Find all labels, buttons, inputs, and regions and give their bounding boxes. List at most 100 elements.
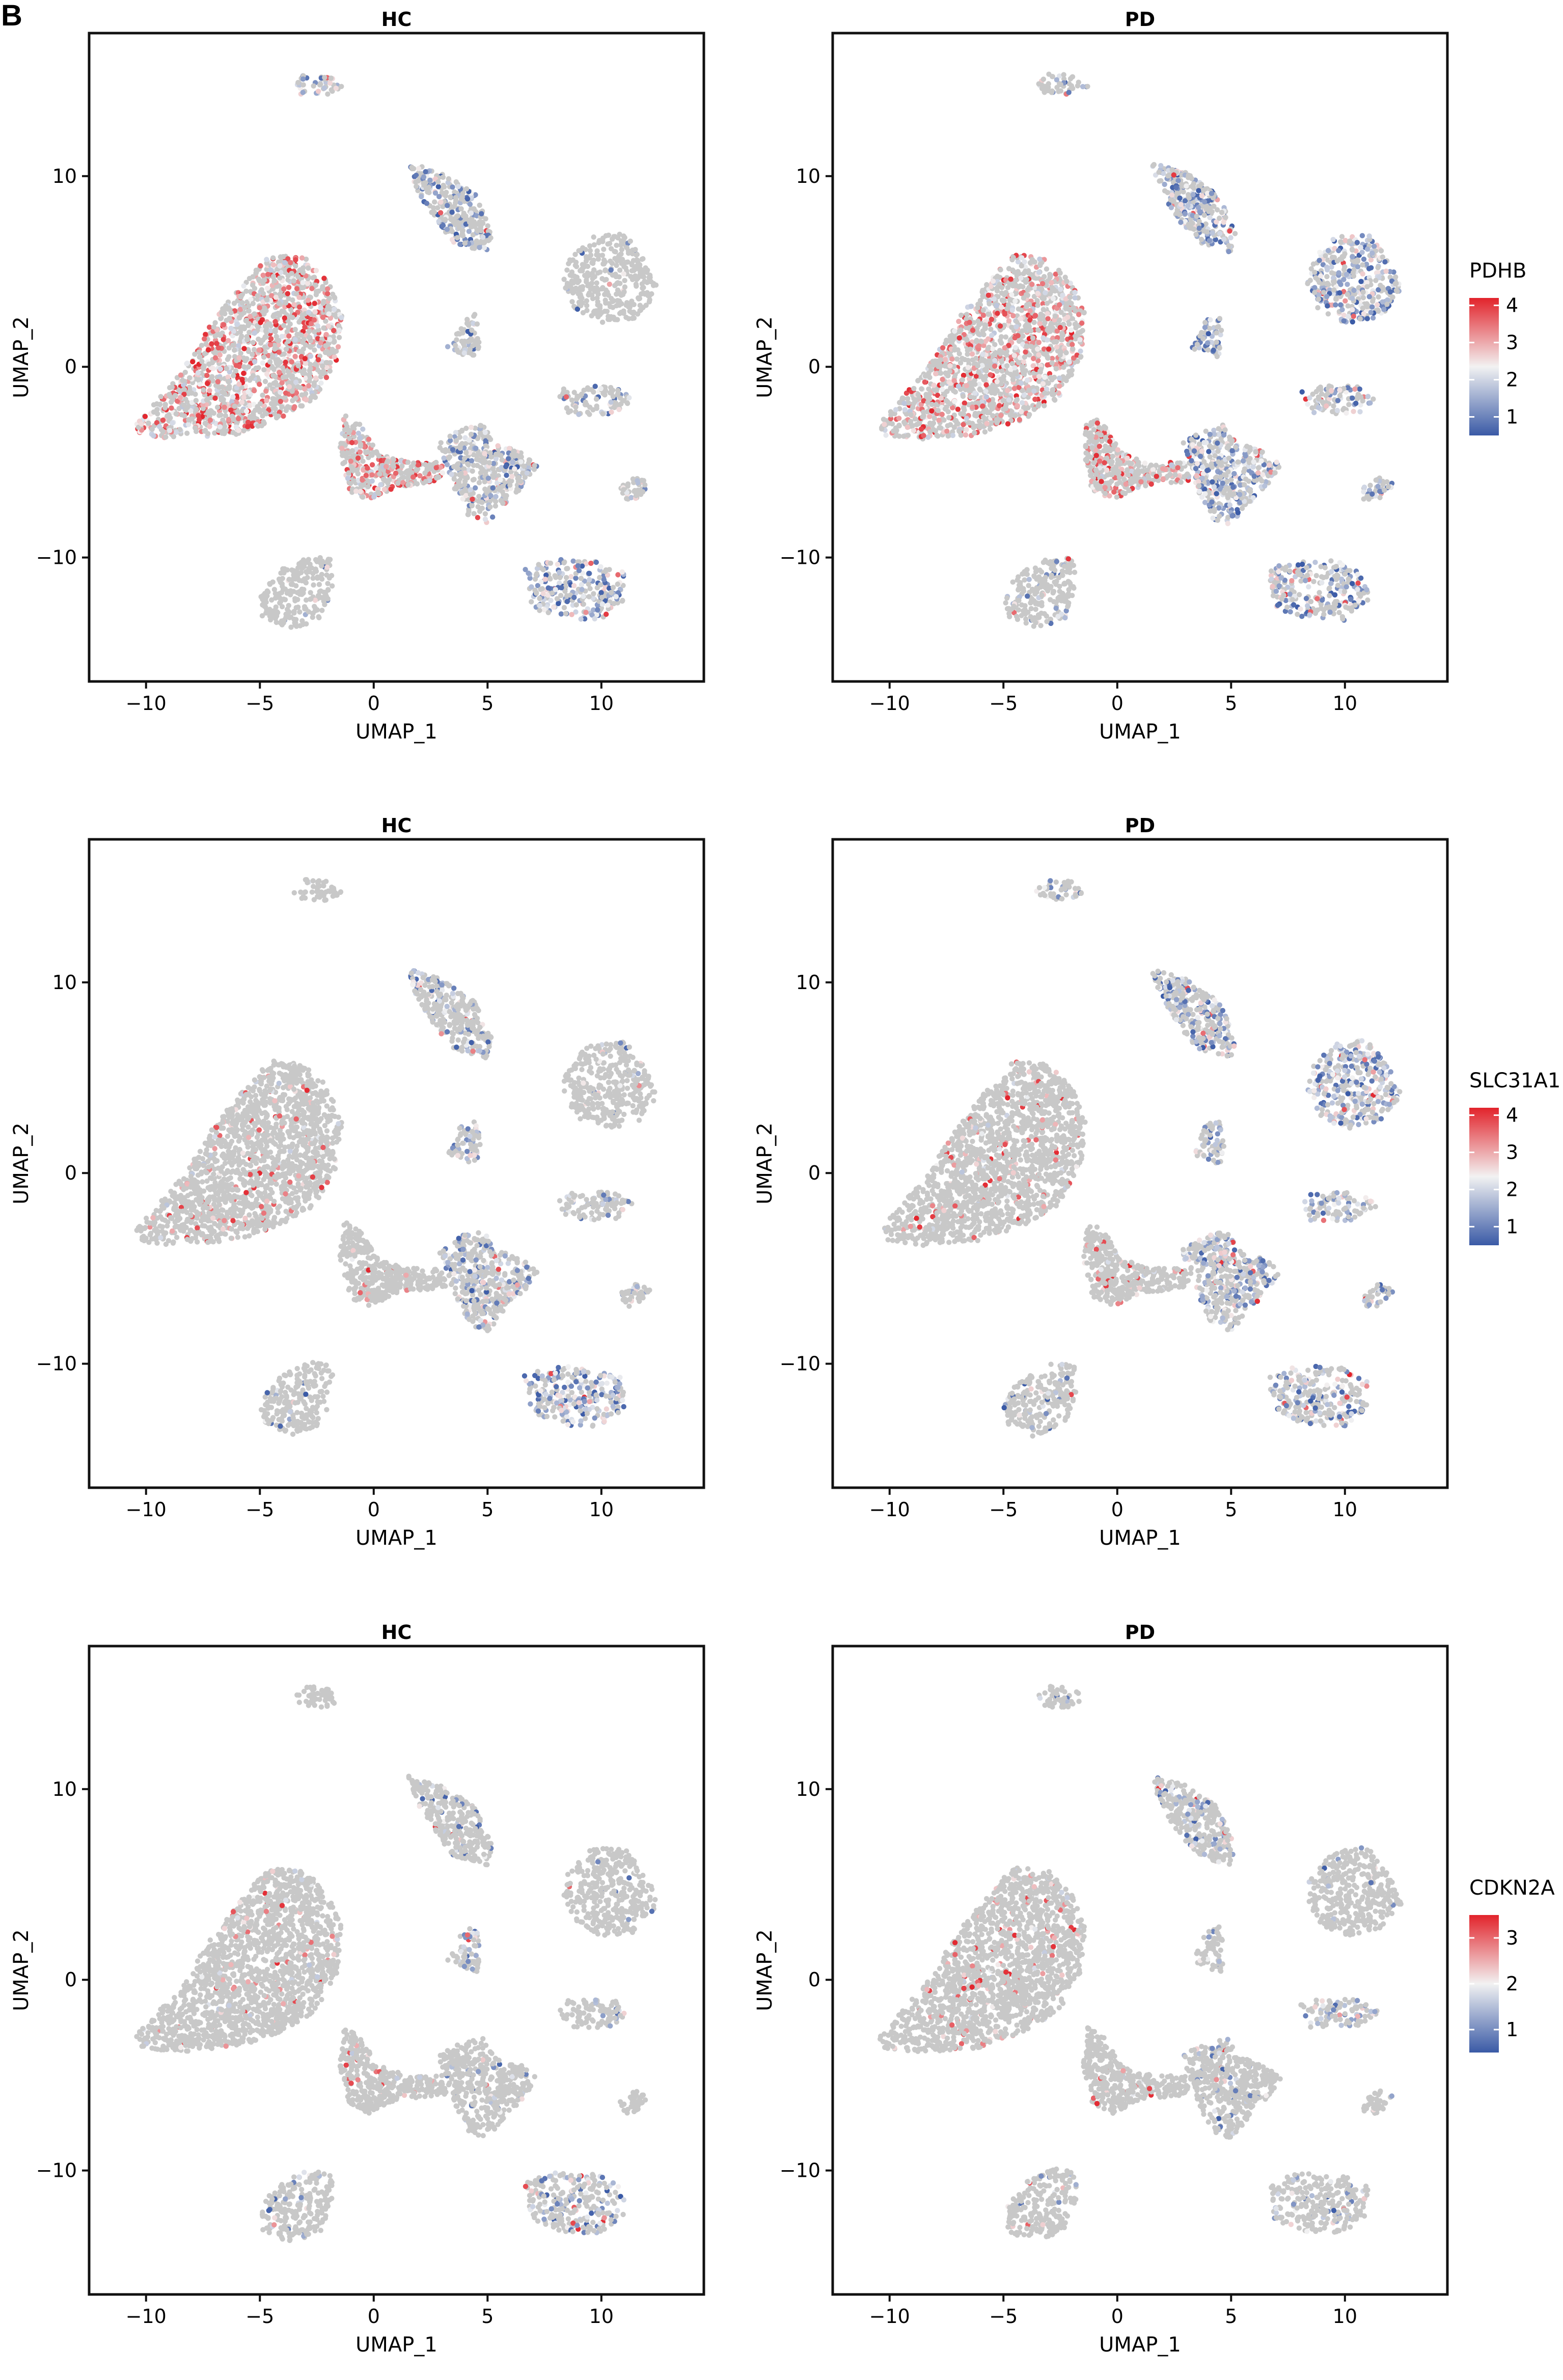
cell-point bbox=[486, 237, 492, 243]
cell-point bbox=[569, 269, 575, 275]
cell-point bbox=[300, 76, 306, 82]
cell-point bbox=[976, 343, 982, 348]
cell-point bbox=[651, 281, 656, 286]
cell-point bbox=[523, 567, 528, 572]
cell-point bbox=[939, 412, 945, 417]
cell-point bbox=[883, 432, 889, 438]
y-tick-label: 10 bbox=[52, 165, 77, 187]
cell-point bbox=[611, 600, 617, 607]
cell-point bbox=[1005, 421, 1011, 427]
cell-point bbox=[640, 285, 645, 291]
cell-point bbox=[270, 373, 276, 378]
cell-point bbox=[635, 295, 641, 301]
cell-point bbox=[196, 377, 201, 382]
cell-point bbox=[295, 79, 301, 86]
cell-point bbox=[327, 315, 334, 321]
cell-point bbox=[578, 248, 583, 254]
cell-point bbox=[419, 194, 424, 200]
cell-point bbox=[298, 332, 304, 338]
cell-point bbox=[248, 416, 254, 421]
cluster-small-right bbox=[618, 476, 648, 502]
cell-point bbox=[262, 323, 268, 329]
cell-point bbox=[1059, 331, 1065, 336]
cell-point bbox=[230, 342, 236, 348]
cell-point bbox=[578, 293, 584, 299]
cell-point bbox=[476, 494, 482, 499]
cell-point bbox=[462, 487, 469, 493]
cell-point bbox=[571, 594, 577, 600]
cell-point bbox=[245, 321, 252, 327]
cell-point bbox=[291, 302, 297, 308]
cell-point bbox=[282, 586, 288, 592]
cell-point bbox=[1045, 337, 1050, 343]
cell-point bbox=[598, 386, 604, 392]
cell-point bbox=[610, 388, 616, 393]
cell-point bbox=[281, 309, 287, 315]
cell-point bbox=[342, 459, 348, 465]
cell-point bbox=[490, 474, 496, 480]
cell-point bbox=[1070, 316, 1076, 322]
cell-point bbox=[478, 470, 484, 475]
cell-point bbox=[239, 399, 245, 405]
cell-point bbox=[564, 405, 570, 411]
cell-point bbox=[477, 244, 482, 251]
cell-point bbox=[469, 503, 475, 509]
cell-point bbox=[458, 206, 464, 212]
cell-point bbox=[151, 409, 157, 415]
cell-point bbox=[223, 391, 228, 397]
cell-point bbox=[599, 594, 605, 600]
cell-point bbox=[391, 457, 397, 462]
cell-point bbox=[225, 357, 231, 362]
cell-point bbox=[312, 605, 318, 611]
cell-point bbox=[1050, 387, 1056, 393]
cell-point bbox=[276, 342, 281, 348]
cell-point bbox=[289, 373, 295, 379]
cell-point bbox=[184, 430, 190, 436]
cell-point bbox=[616, 406, 622, 413]
cell-point bbox=[498, 477, 503, 483]
cell-point bbox=[300, 82, 306, 88]
cell-point bbox=[342, 427, 348, 432]
cell-point bbox=[474, 321, 480, 327]
cell-point bbox=[449, 209, 455, 215]
cell-point bbox=[259, 613, 265, 619]
cell-point bbox=[597, 306, 603, 311]
cell-point bbox=[417, 473, 423, 479]
cell-point bbox=[422, 462, 428, 468]
cell-point bbox=[570, 558, 576, 564]
cell-point bbox=[999, 359, 1005, 365]
cell-point bbox=[1041, 399, 1047, 405]
cell-point bbox=[252, 359, 258, 365]
cell-point bbox=[283, 300, 289, 306]
cell-point bbox=[1080, 327, 1085, 334]
cell-point bbox=[960, 393, 966, 399]
cell-point bbox=[304, 397, 309, 403]
cell-point bbox=[569, 299, 575, 305]
cell-point bbox=[1075, 359, 1080, 364]
cell-point bbox=[564, 598, 570, 605]
cell-point bbox=[261, 596, 267, 601]
cell-point bbox=[270, 396, 276, 401]
cell-point bbox=[275, 311, 281, 316]
cell-point bbox=[595, 291, 601, 297]
cell-point bbox=[277, 591, 283, 596]
cell-point bbox=[587, 577, 592, 583]
cell-point bbox=[289, 270, 294, 276]
cell-point bbox=[622, 278, 627, 283]
cell-point bbox=[278, 269, 284, 276]
cell-point bbox=[189, 400, 195, 405]
cell-point bbox=[961, 372, 967, 378]
cell-point bbox=[264, 296, 269, 303]
cell-point bbox=[626, 395, 632, 401]
cell-point bbox=[311, 582, 316, 588]
cell-point bbox=[169, 405, 174, 411]
x-axis-label: UMAP_1 bbox=[355, 720, 437, 744]
cell-point bbox=[503, 463, 509, 470]
cell-point bbox=[345, 476, 351, 481]
cell-point bbox=[248, 314, 253, 319]
cell-point bbox=[595, 607, 600, 613]
cell-point bbox=[990, 346, 996, 351]
cell-point bbox=[556, 600, 561, 607]
cell-point bbox=[476, 480, 482, 485]
